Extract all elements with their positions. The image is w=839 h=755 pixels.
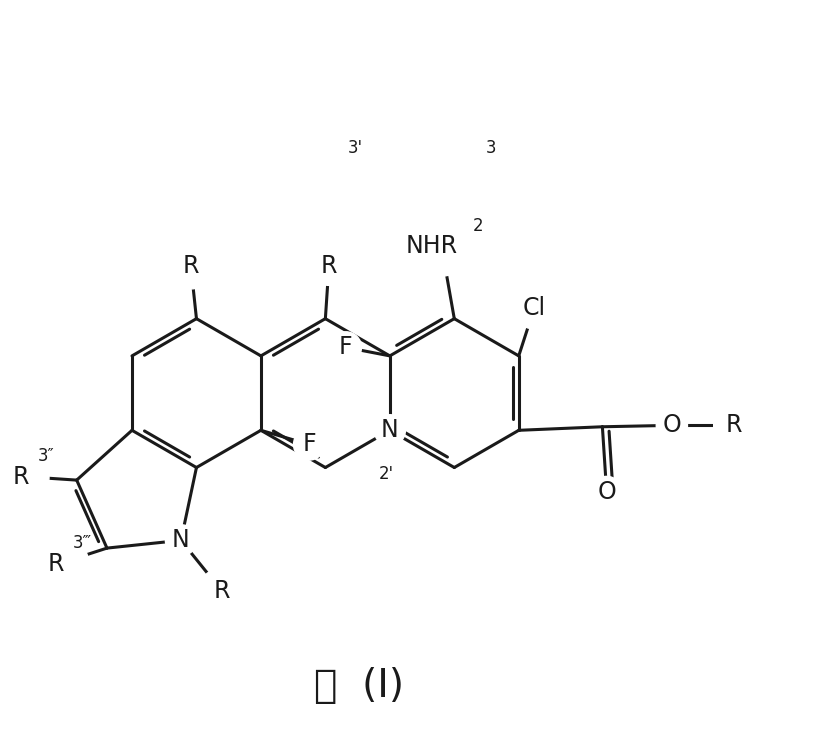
Text: 2': 2' [378, 465, 393, 483]
Text: R: R [214, 579, 231, 603]
Text: O: O [597, 480, 616, 504]
Text: 3': 3' [347, 139, 362, 157]
Circle shape [309, 245, 349, 285]
Text: 3‴: 3‴ [73, 535, 92, 553]
Text: O: O [663, 413, 681, 437]
Text: N: N [172, 528, 190, 553]
Circle shape [716, 407, 753, 444]
Text: 3″: 3″ [38, 447, 55, 465]
Text: N: N [381, 418, 399, 442]
Text: R: R [320, 254, 337, 278]
Circle shape [331, 331, 362, 363]
Text: F: F [339, 335, 352, 359]
Circle shape [29, 534, 89, 593]
Circle shape [513, 286, 555, 329]
Circle shape [412, 217, 472, 276]
Text: 式  (I): 式 (I) [314, 667, 404, 705]
Circle shape [294, 429, 325, 460]
Text: R: R [183, 254, 199, 278]
Circle shape [656, 410, 687, 441]
Text: F: F [302, 433, 316, 457]
Circle shape [199, 568, 246, 615]
Circle shape [591, 476, 623, 507]
Text: Cl: Cl [523, 296, 546, 319]
Circle shape [168, 242, 214, 289]
Circle shape [374, 414, 405, 446]
Circle shape [165, 525, 196, 556]
Text: R: R [726, 413, 743, 437]
Text: R: R [48, 552, 64, 576]
Text: 2: 2 [472, 217, 483, 235]
Text: R: R [13, 464, 29, 488]
Circle shape [0, 451, 49, 502]
Text: 3: 3 [486, 139, 496, 157]
Text: NHR: NHR [405, 234, 457, 258]
